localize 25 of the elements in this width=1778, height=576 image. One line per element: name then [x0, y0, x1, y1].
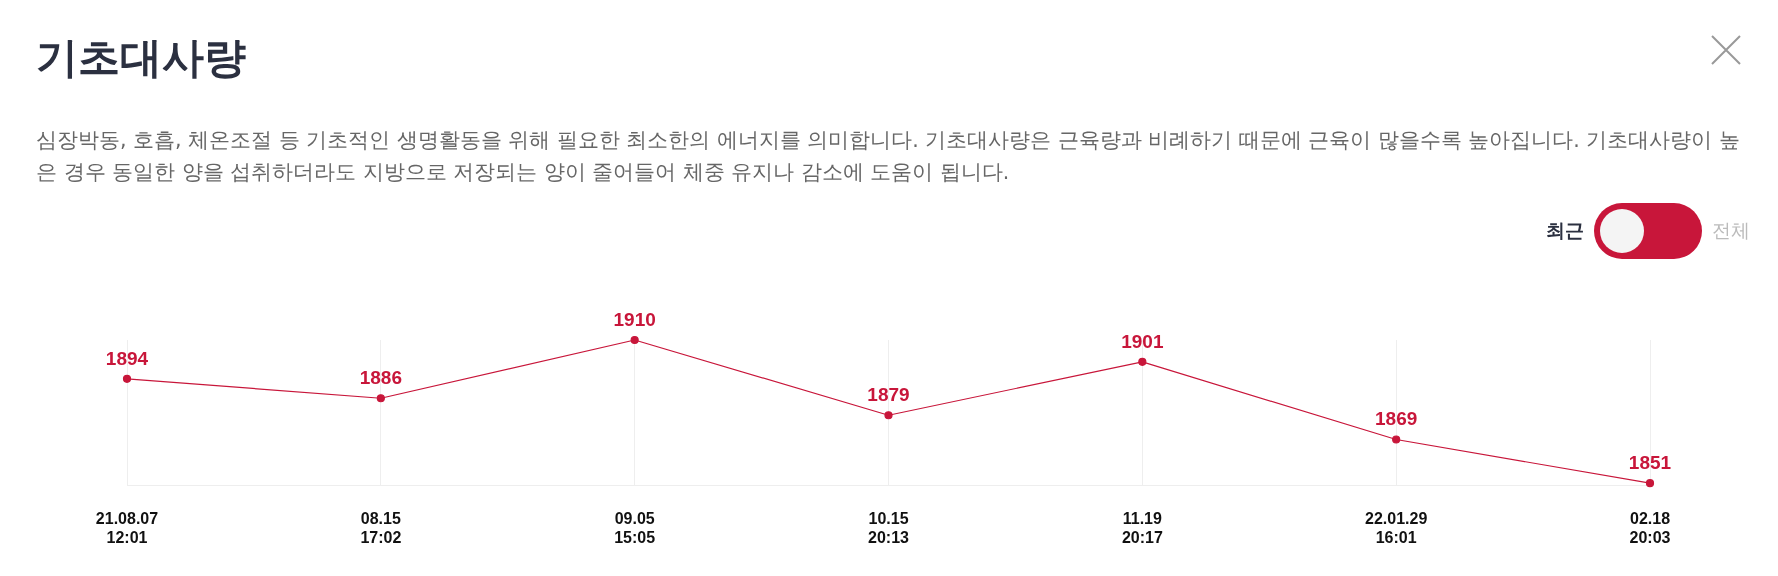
- point: [1138, 357, 1147, 366]
- point: [884, 411, 893, 420]
- chart-subtitle: 심장박동, 호흡, 체온조절 등 기초적인 생명활동을 위해 필요한 최소한의 에너지를 의미합니다. 기초대사량은 근육량과 비례하기 때문에 근육이 많을수록 높아집니다. 기초대사량이 높은 경우 동일한 양을 섭취하더라도 지방으로 저장되는 양이 줄어들어 체중 유지나 감소에 도움이 됩니다.: [36, 127, 1741, 186]
- x-tick-label: 08.15 17:02: [360, 509, 402, 546]
- point: [1392, 435, 1401, 444]
- point: [630, 335, 639, 345]
- point: [122, 374, 132, 383]
- data-label: 1894: [105, 347, 149, 369]
- x-tick-label: 21.08.07 12:01: [95, 509, 159, 546]
- data-label: 1886: [359, 366, 402, 388]
- x-tick-label: 09.05 15:05: [614, 509, 656, 546]
- x-tick-label: 10.15 20:13: [868, 509, 910, 546]
- x-tick-label: 11.19 20:17: [1121, 509, 1163, 546]
- point: [376, 394, 385, 403]
- data-label: 1851: [1628, 451, 1672, 473]
- data-label: 1869: [1375, 408, 1418, 430]
- x-tick-label: 02.18 20:03: [1629, 509, 1671, 546]
- point: [1645, 479, 1655, 488]
- data-label: 1910: [613, 308, 656, 330]
- chart-title: 기초대사량: [36, 32, 246, 84]
- text: 최근: [1546, 218, 1584, 243]
- text: 전체: [1712, 218, 1750, 243]
- data-label: 1879: [867, 383, 910, 405]
- data-label: 1901: [1121, 330, 1164, 352]
- x-tick-label: 22.01.29 16:01: [1365, 509, 1428, 546]
